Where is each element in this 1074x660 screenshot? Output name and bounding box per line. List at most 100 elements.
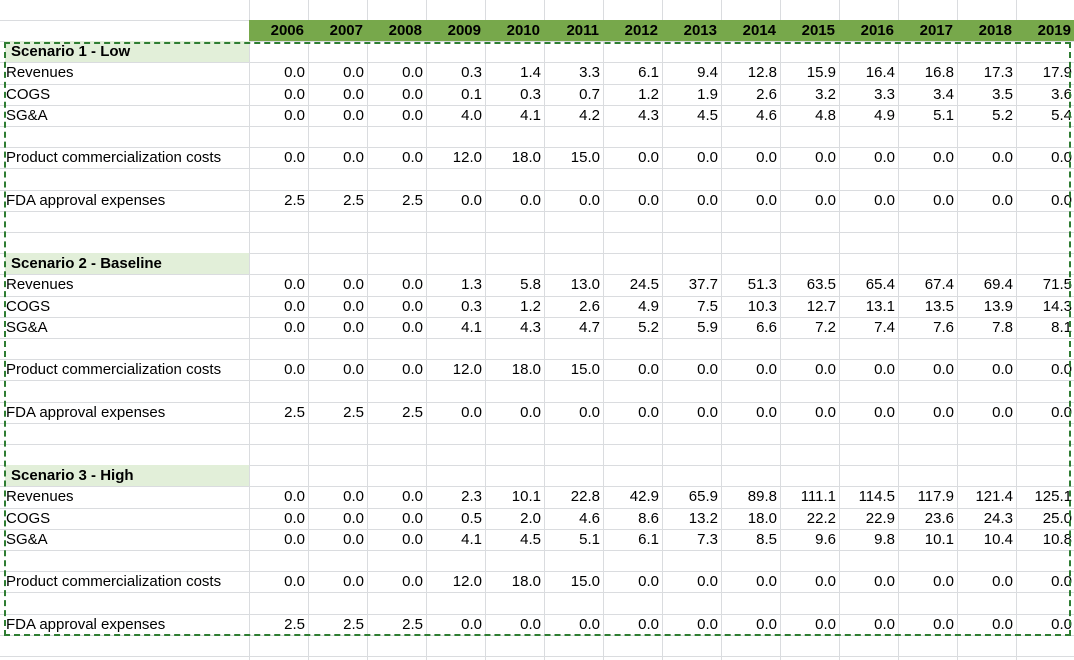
value-cell[interactable]: 16.8 — [924, 64, 954, 81]
row-label[interactable]: FDA approval expenses — [6, 404, 166, 421]
year-header-2012[interactable]: 2012 — [603, 20, 662, 41]
value-cell[interactable]: 12.0 — [452, 361, 482, 378]
value-cell[interactable]: 0.0 — [933, 149, 954, 166]
year-header-2008[interactable]: 2008 — [367, 20, 426, 41]
value-cell[interactable]: 0.0 — [874, 361, 895, 378]
row-label[interactable]: Revenues — [6, 64, 74, 81]
value-cell[interactable]: 4.2 — [579, 107, 600, 124]
value-cell[interactable]: 0.0 — [579, 192, 600, 209]
value-cell[interactable]: 0.0 — [874, 573, 895, 590]
row-label[interactable]: Revenues — [6, 276, 74, 293]
value-cell[interactable]: 0.0 — [874, 404, 895, 421]
value-cell[interactable]: 0.0 — [756, 192, 777, 209]
value-cell[interactable]: 0.0 — [343, 86, 364, 103]
value-cell[interactable]: 0.0 — [284, 298, 305, 315]
year-header-2014[interactable]: 2014 — [721, 20, 780, 41]
value-cell[interactable]: 0.0 — [756, 573, 777, 590]
value-cell[interactable]: 0.0 — [992, 616, 1013, 633]
value-cell[interactable]: 4.1 — [520, 107, 541, 124]
value-cell[interactable]: 1.9 — [697, 86, 718, 103]
value-cell[interactable]: 0.0 — [992, 573, 1013, 590]
year-header-2007[interactable]: 2007 — [308, 20, 367, 41]
value-cell[interactable]: 4.1 — [461, 319, 482, 336]
value-cell[interactable]: 0.0 — [638, 616, 659, 633]
value-cell[interactable]: 0.0 — [1051, 192, 1072, 209]
value-cell[interactable]: 1.3 — [461, 276, 482, 293]
value-cell[interactable]: 0.0 — [756, 404, 777, 421]
value-cell[interactable]: 13.9 — [983, 298, 1013, 315]
value-cell[interactable]: 89.8 — [747, 488, 777, 505]
value-cell[interactable]: 0.3 — [520, 86, 541, 103]
value-cell[interactable]: 18.0 — [747, 510, 777, 527]
year-header-2016[interactable]: 2016 — [839, 20, 898, 41]
value-cell[interactable]: 0.0 — [461, 192, 482, 209]
value-cell[interactable]: 6.1 — [638, 64, 659, 81]
value-cell[interactable]: 0.0 — [343, 276, 364, 293]
value-cell[interactable]: 18.0 — [511, 361, 541, 378]
value-cell[interactable]: 25.0 — [1042, 510, 1072, 527]
value-cell[interactable]: 4.1 — [461, 531, 482, 548]
year-header-2011[interactable]: 2011 — [544, 20, 603, 41]
value-cell[interactable]: 0.0 — [461, 404, 482, 421]
value-cell[interactable]: 0.0 — [697, 404, 718, 421]
year-header-2006[interactable]: 2006 — [249, 20, 308, 41]
value-cell[interactable]: 0.0 — [697, 192, 718, 209]
value-cell[interactable]: 117.9 — [917, 488, 954, 505]
value-cell[interactable]: 2.5 — [284, 616, 305, 633]
value-cell[interactable]: 0.0 — [638, 149, 659, 166]
value-cell[interactable]: 8.5 — [756, 531, 777, 548]
value-cell[interactable]: 24.3 — [983, 510, 1013, 527]
scenario-title[interactable]: Scenario 1 - Low — [5, 41, 249, 62]
value-cell[interactable]: 0.0 — [461, 616, 482, 633]
value-cell[interactable]: 3.6 — [1051, 86, 1072, 103]
value-cell[interactable]: 24.5 — [629, 276, 659, 293]
value-cell[interactable]: 15.0 — [570, 149, 600, 166]
value-cell[interactable]: 18.0 — [511, 573, 541, 590]
value-cell[interactable]: 0.1 — [461, 86, 482, 103]
value-cell[interactable]: 0.0 — [1051, 616, 1072, 633]
value-cell[interactable]: 6.6 — [756, 319, 777, 336]
value-cell[interactable]: 0.0 — [1051, 404, 1072, 421]
value-cell[interactable]: 0.0 — [697, 573, 718, 590]
value-cell[interactable]: 22.9 — [865, 510, 895, 527]
value-cell[interactable]: 0.0 — [343, 149, 364, 166]
value-cell[interactable]: 0.0 — [756, 616, 777, 633]
value-cell[interactable]: 0.0 — [933, 616, 954, 633]
value-cell[interactable]: 13.5 — [924, 298, 954, 315]
row-label[interactable]: SG&A — [6, 107, 48, 124]
value-cell[interactable]: 15.0 — [570, 361, 600, 378]
value-cell[interactable]: 3.3 — [579, 64, 600, 81]
value-cell[interactable]: 0.0 — [343, 107, 364, 124]
value-cell[interactable]: 0.0 — [402, 298, 423, 315]
value-cell[interactable]: 0.0 — [579, 616, 600, 633]
value-cell[interactable]: 13.2 — [688, 510, 718, 527]
value-cell[interactable]: 0.0 — [402, 361, 423, 378]
year-header-2009[interactable]: 2009 — [426, 20, 485, 41]
value-cell[interactable]: 0.0 — [343, 319, 364, 336]
value-cell[interactable]: 0.0 — [992, 404, 1013, 421]
value-cell[interactable]: 7.6 — [933, 319, 954, 336]
value-cell[interactable]: 4.6 — [579, 510, 600, 527]
value-cell[interactable]: 5.4 — [1051, 107, 1072, 124]
value-cell[interactable]: 7.3 — [697, 531, 718, 548]
scenario-title[interactable]: Scenario 2 - Baseline — [5, 253, 249, 274]
year-header-2015[interactable]: 2015 — [780, 20, 839, 41]
value-cell[interactable]: 2.5 — [343, 616, 364, 633]
value-cell[interactable]: 2.5 — [343, 404, 364, 421]
value-cell[interactable]: 4.5 — [520, 531, 541, 548]
value-cell[interactable]: 3.5 — [992, 86, 1013, 103]
value-cell[interactable]: 8.1 — [1051, 319, 1072, 336]
value-cell[interactable]: 0.0 — [1051, 361, 1072, 378]
value-cell[interactable]: 2.5 — [402, 192, 423, 209]
value-cell[interactable]: 65.9 — [688, 488, 718, 505]
value-cell[interactable]: 16.4 — [865, 64, 895, 81]
value-cell[interactable]: 5.2 — [638, 319, 659, 336]
value-cell[interactable]: 9.8 — [874, 531, 895, 548]
value-cell[interactable]: 0.0 — [815, 192, 836, 209]
row-label[interactable]: FDA approval expenses — [6, 616, 166, 633]
row-label[interactable]: COGS — [6, 86, 51, 103]
value-cell[interactable]: 4.6 — [756, 107, 777, 124]
value-cell[interactable]: 0.0 — [402, 319, 423, 336]
value-cell[interactable]: 12.8 — [747, 64, 777, 81]
value-cell[interactable]: 0.0 — [284, 510, 305, 527]
